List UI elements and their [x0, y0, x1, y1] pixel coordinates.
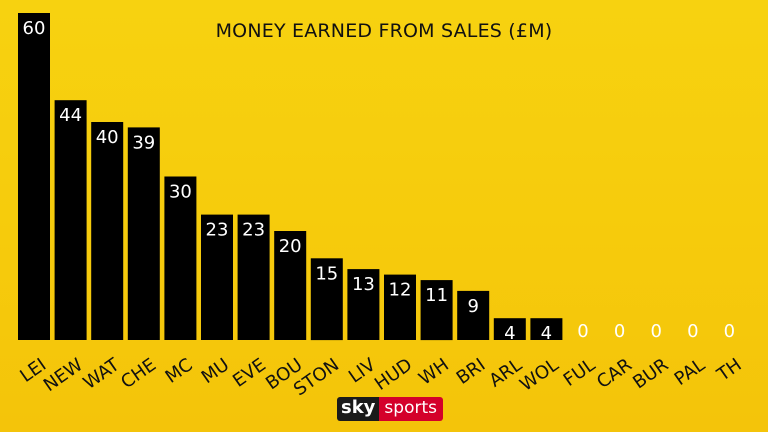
category-label-car: CAR: [593, 354, 636, 393]
bar-wat: [91, 122, 124, 340]
value-label-ful: 0: [577, 321, 588, 342]
category-label-wol: WOL: [516, 354, 562, 395]
value-label-bur: 0: [650, 321, 661, 342]
value-label-wat: 40: [96, 127, 119, 148]
value-label-new: 44: [59, 105, 82, 126]
category-label-bur: BUR: [629, 354, 672, 393]
bar-wh: [420, 280, 453, 341]
value-label-ston: 15: [315, 263, 338, 284]
bar-new: [54, 100, 87, 340]
value-label-th: 0: [724, 321, 735, 342]
bar-hud: [384, 274, 416, 340]
value-label-mu: 23: [206, 220, 229, 241]
bar-ston: [310, 258, 343, 341]
sky-sports-logo: sky sports: [337, 396, 443, 422]
value-label-wol: 4: [541, 323, 552, 344]
bar-bou: [274, 231, 307, 340]
bar-liv: [347, 269, 380, 340]
category-label-ful: FUL: [560, 354, 600, 390]
category-label-hud: HUD: [371, 354, 416, 394]
chart-title: MONEY EARNED FROM SALES (£M): [215, 20, 553, 42]
value-label-eve: 23: [242, 220, 265, 241]
bar-mc: [164, 176, 197, 340]
category-label-wh: WH: [415, 354, 453, 389]
category-label-new: NEW: [40, 354, 87, 396]
logo-sky-text: sky: [337, 397, 380, 421]
bar-eve: [237, 214, 270, 340]
value-label-bri: 9: [467, 296, 478, 317]
category-label-wat: WAT: [80, 354, 125, 394]
bar-arl: [493, 318, 526, 340]
bar-wol: [530, 318, 563, 340]
bar-mu: [201, 214, 233, 340]
category-label-mu: MU: [198, 354, 234, 388]
category-label-arl: ARL: [485, 354, 526, 391]
value-label-wh: 11: [425, 285, 448, 306]
value-label-bou: 20: [279, 236, 302, 257]
value-label-lei: 60: [23, 18, 46, 39]
value-label-mc: 30: [169, 182, 192, 203]
bar-che: [127, 127, 160, 341]
category-label-mc: MC: [162, 354, 197, 387]
category-label-th: TH: [713, 354, 746, 386]
category-label-bri: BRI: [453, 354, 490, 389]
category-label-eve: EVE: [229, 354, 270, 391]
category-label-che: CHE: [117, 354, 160, 393]
value-label-hud: 12: [389, 280, 412, 301]
value-label-liv: 13: [352, 274, 375, 295]
value-label-arl: 4: [504, 323, 515, 344]
logo-sports-text: sports: [379, 397, 443, 421]
bar-bri: [457, 290, 490, 340]
value-label-pal: 0: [687, 321, 698, 342]
bar-lei: [18, 13, 50, 340]
value-label-che: 39: [132, 132, 155, 153]
category-label-pal: PAL: [671, 354, 709, 390]
value-label-car: 0: [614, 321, 625, 342]
